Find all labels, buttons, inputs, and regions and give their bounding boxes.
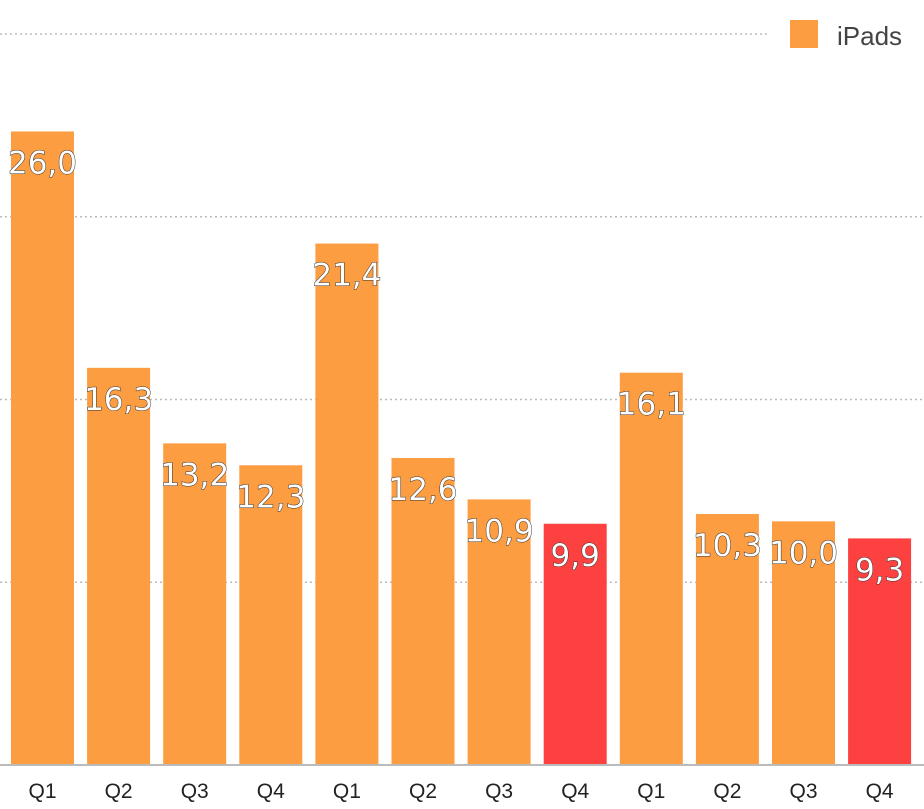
- bar-value-label: 10,3: [693, 528, 762, 564]
- bar-value-label: 12,6: [388, 472, 457, 508]
- x-tick-label: Q2: [713, 780, 741, 803]
- legend: iPads: [790, 20, 902, 51]
- x-tick-label: Q4: [257, 780, 285, 803]
- bar: [543, 523, 607, 765]
- bar: [467, 499, 531, 765]
- bar-value-label: 13,2: [160, 457, 229, 493]
- legend-label: iPads: [837, 21, 902, 51]
- bar-value-label: 9,9: [551, 538, 600, 574]
- x-tick-label: Q2: [409, 780, 437, 803]
- bar-value-label: 26,0: [8, 145, 77, 181]
- bar-value-label: 16,3: [84, 382, 153, 418]
- bar: [87, 367, 151, 765]
- bars: [11, 131, 912, 765]
- legend-swatch: [790, 20, 818, 48]
- bar: [239, 465, 303, 765]
- bar: [391, 457, 455, 765]
- bar-value-labels: 26,0 16,3 13,212,3 21,4 12,610,9 9,9 16,1 10,3 1…: [7, 145, 904, 589]
- x-tick-label: Q3: [485, 780, 513, 803]
- x-tick-label: Q1: [333, 780, 361, 803]
- bar: [315, 243, 379, 765]
- bar-value-label: 10,0: [769, 535, 838, 571]
- x-tick-label: Q3: [181, 780, 209, 803]
- x-tick-label: Q2: [105, 780, 133, 803]
- bar-value-label: 10,9: [465, 513, 534, 549]
- bar: [619, 372, 683, 765]
- bar-value-label: 12,3: [236, 479, 305, 515]
- bar: [163, 443, 227, 765]
- bar-value-label: 16,1: [617, 387, 686, 423]
- bar: [772, 521, 835, 765]
- bar: [848, 538, 912, 765]
- gridlines: [0, 33, 924, 583]
- x-tick-label: Q3: [789, 780, 817, 803]
- x-tick-label: Q1: [637, 780, 665, 803]
- x-tick-label: Q1: [28, 780, 56, 803]
- bar: [695, 514, 759, 765]
- bar: [11, 131, 74, 765]
- x-tick-label: Q4: [866, 780, 894, 803]
- bar-value-label: 9,3: [855, 552, 904, 588]
- x-tick-labels: Q1 Q2 Q3 Q4 Q1 Q2 Q3 Q4 Q1 Q2 Q3 Q4: [28, 780, 893, 803]
- x-tick-label: Q4: [561, 780, 589, 803]
- bar-value-label: 21,4: [312, 258, 381, 294]
